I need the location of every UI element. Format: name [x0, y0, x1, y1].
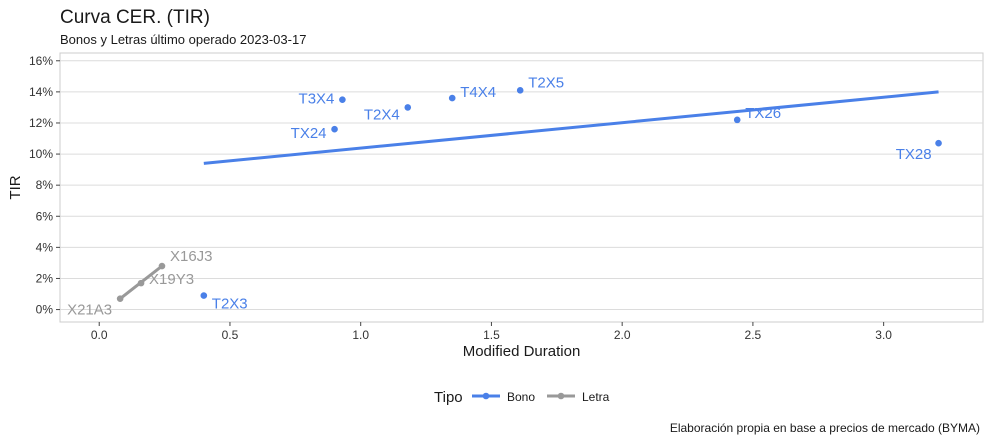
bono-point-t2x5: [516, 87, 524, 94]
y-tick-label: 12%: [29, 116, 53, 130]
bono-point-tx24: [331, 125, 338, 133]
x-tick-label: 2.5: [745, 328, 762, 342]
letra-label-x16j3: X16J3: [170, 248, 213, 265]
y-tick-label: 0%: [36, 303, 54, 317]
bono-point-tx26: [733, 116, 741, 124]
x-tick-label: 3.0: [875, 328, 892, 342]
x-tick-label: 1.0: [352, 328, 369, 342]
legend-title: Tipo: [434, 389, 463, 406]
letra-point-x16j3: [158, 262, 166, 270]
y-tick-label: 8%: [36, 178, 54, 192]
x-tick-label: 0.0: [91, 328, 108, 342]
bono-label-tx26: TX26: [745, 105, 781, 122]
legend-label-bono: Bono: [507, 390, 535, 404]
legend-label-letra: Letra: [582, 390, 610, 404]
y-tick-label: 16%: [29, 54, 53, 68]
bono-label-tx28: TX28: [896, 146, 932, 163]
y-tick-label: 4%: [36, 240, 54, 254]
bono-point-tx28: [935, 139, 942, 147]
y-tick-label: 14%: [29, 85, 53, 99]
bono-label-tx24: TX24: [291, 125, 327, 142]
y-axis-title: TIR: [7, 175, 24, 199]
letra-label-x19y3: X19Y3: [149, 271, 194, 288]
chart-subtitle: Bonos y Letras último operado 2023-03-17: [60, 32, 307, 47]
bono-label-t2x5: T2X5: [528, 74, 564, 91]
y-tick-label: 10%: [29, 147, 53, 161]
chart-caption: Elaboración propia en base a precios de …: [669, 421, 980, 435]
x-axis-title: Modified Duration: [463, 343, 581, 360]
y-tick-label: 6%: [36, 209, 54, 223]
letra-label-x21a3: X21A3: [67, 302, 112, 319]
bono-point-t2x4: [404, 104, 412, 111]
letra-point-x19y3: [137, 279, 145, 287]
bono-point-t2x3: [200, 292, 208, 299]
chart-title: Curva CER. (TIR): [60, 7, 210, 28]
bono-fit-line: [203, 90, 939, 165]
plot-frame: [59, 52, 984, 323]
x-tick-label: 1.5: [483, 328, 500, 342]
legend-key-point-bono: [482, 392, 490, 400]
bono-label-t3x4: T3X4: [299, 91, 335, 108]
bono-point-t4x4: [448, 94, 456, 102]
y-tick-label: 2%: [36, 271, 54, 285]
bono-point-t3x4: [339, 96, 346, 103]
legend-key-point-letra: [557, 392, 565, 400]
bono-label-t4x4: T4X4: [460, 84, 496, 101]
x-tick-label: 0.5: [222, 328, 239, 342]
x-tick-label: 2.0: [614, 328, 631, 342]
letra-point-x21a3: [116, 295, 124, 302]
bono-label-t2x4: T2X4: [364, 106, 400, 123]
bono-label-t2x3: T2X3: [212, 296, 248, 313]
